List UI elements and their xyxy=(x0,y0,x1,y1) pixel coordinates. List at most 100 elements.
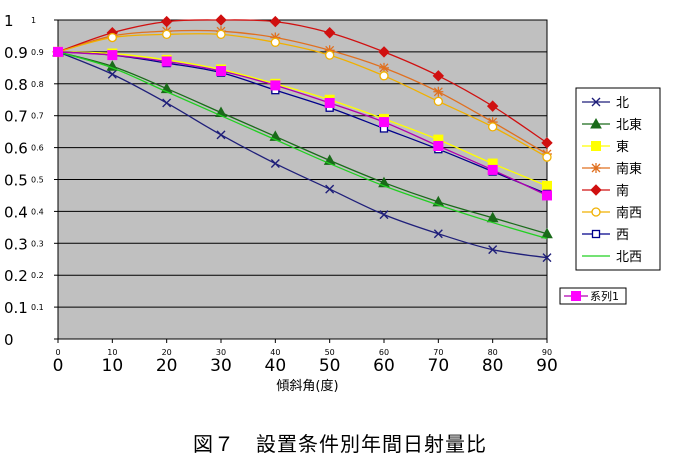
legend-entry: 北東 xyxy=(582,117,642,133)
series-line xyxy=(57,19,548,144)
marker-triangle xyxy=(486,211,499,223)
x-tick-label: 50 xyxy=(319,356,341,376)
series-line xyxy=(57,51,548,195)
marker-asterisk xyxy=(487,117,498,128)
y-tick-label: 0.2 xyxy=(4,267,28,285)
marker-circle xyxy=(591,207,601,217)
series-line xyxy=(57,32,548,158)
marker-square xyxy=(571,291,581,301)
marker-x xyxy=(325,184,335,194)
marker-circle xyxy=(433,96,443,106)
y-tick-label: 0.4 xyxy=(4,203,28,221)
y-tick-label-small: 0.7 xyxy=(31,112,44,121)
marker-square xyxy=(324,97,335,108)
x-tick-label-small: 30 xyxy=(216,348,226,357)
x-tick-label-small: 90 xyxy=(542,348,552,357)
x-tick-label: 70 xyxy=(428,356,450,376)
marker-square xyxy=(379,117,389,128)
legend-label: 北東 xyxy=(616,117,642,133)
x-tick-label: 20 xyxy=(156,356,178,376)
y-tick-label-small: 0.5 xyxy=(31,176,44,185)
series-line xyxy=(57,51,548,259)
series-8 xyxy=(57,51,548,240)
marker-square xyxy=(53,46,63,57)
y-tick-label-small: 0.1 xyxy=(31,303,44,312)
marker-diamond xyxy=(215,14,227,26)
marker-x xyxy=(488,245,498,255)
y-tick-label-small: 0.8 xyxy=(31,80,44,89)
legend-label: 南 xyxy=(616,183,629,199)
x-tick-label: 10 xyxy=(102,356,124,376)
x-tick-label-small: 60 xyxy=(379,348,389,357)
marker-circle xyxy=(488,122,498,132)
legend-entry-2: 系列1 xyxy=(564,289,619,303)
marker-diamond xyxy=(432,70,445,82)
marker-square xyxy=(487,164,498,175)
marker-square xyxy=(591,141,601,151)
marker-x xyxy=(162,98,172,108)
y-tick-label: 0.9 xyxy=(4,44,28,62)
legend-entry: 東 xyxy=(582,139,629,155)
y-tick-label: 0.7 xyxy=(4,108,28,126)
legend-entry: 西 xyxy=(582,228,629,243)
marker-square xyxy=(270,80,281,91)
marker-circle xyxy=(162,29,172,40)
marker-triangle xyxy=(541,227,553,239)
y-tick-label-small: 0.9 xyxy=(31,48,44,57)
y-tick-label: 0.3 xyxy=(4,235,28,253)
y-tick-label: 0.8 xyxy=(4,76,28,94)
series-line xyxy=(57,51,548,240)
series-9 xyxy=(53,46,552,201)
marker-diamond xyxy=(269,15,282,28)
marker-square xyxy=(433,141,444,152)
x-tick-label: 30 xyxy=(210,356,232,376)
x-tick-label-small: 0 xyxy=(55,348,60,357)
marker-diamond xyxy=(486,100,499,112)
y-tick-label: 1 xyxy=(4,12,14,30)
legend-entry: 北 xyxy=(582,96,629,111)
marker-square xyxy=(216,66,226,77)
series-line xyxy=(57,51,548,235)
legend-entry: 北西 xyxy=(582,250,642,265)
x-tick-label: 0 xyxy=(53,356,64,376)
x-tick-label-small: 70 xyxy=(433,348,443,357)
y-tick-label-small: 0.3 xyxy=(31,239,44,248)
series-line xyxy=(57,51,548,187)
x-tick-label-small: 50 xyxy=(325,348,335,357)
marker-square xyxy=(487,158,498,169)
marker-asterisk xyxy=(433,86,444,97)
marker-triangle xyxy=(590,117,602,129)
series-line xyxy=(57,29,548,155)
y-tick-label: 0.6 xyxy=(4,140,28,158)
marker-x xyxy=(542,253,552,263)
marker-square xyxy=(161,56,172,67)
x-tick-label-small: 20 xyxy=(162,348,172,357)
x-tick-label: 60 xyxy=(373,356,395,376)
marker-x xyxy=(270,159,280,169)
marker-asterisk xyxy=(270,32,281,43)
y-tick-label-small: 0.4 xyxy=(31,207,44,216)
marker-circle xyxy=(325,50,335,60)
marker-circle xyxy=(216,29,226,40)
marker-asterisk xyxy=(379,62,389,73)
marker-diamond xyxy=(323,27,336,39)
marker-x xyxy=(107,69,117,79)
y-tick-label: 0.5 xyxy=(4,172,28,190)
marker-square xyxy=(433,134,444,145)
marker-asterisk xyxy=(591,163,601,173)
marker-square-open xyxy=(591,229,601,239)
x-tick-label-small: 40 xyxy=(270,348,280,357)
x-axis-label: 傾斜角(度) xyxy=(276,378,338,394)
figure-caption: 図７ 設置条件別年間日射量比 xyxy=(193,432,487,456)
marker-diamond xyxy=(541,137,553,149)
legend-box xyxy=(575,87,661,271)
legend-entry: 南 xyxy=(582,183,629,199)
marker-square xyxy=(542,190,552,201)
x-tick-label-small: 10 xyxy=(107,348,117,357)
marker-square xyxy=(107,50,118,61)
y-tick-label-small: 1 xyxy=(31,16,36,25)
marker-x xyxy=(591,97,601,107)
legend-label: 南西 xyxy=(616,205,642,221)
marker-diamond xyxy=(590,184,602,196)
